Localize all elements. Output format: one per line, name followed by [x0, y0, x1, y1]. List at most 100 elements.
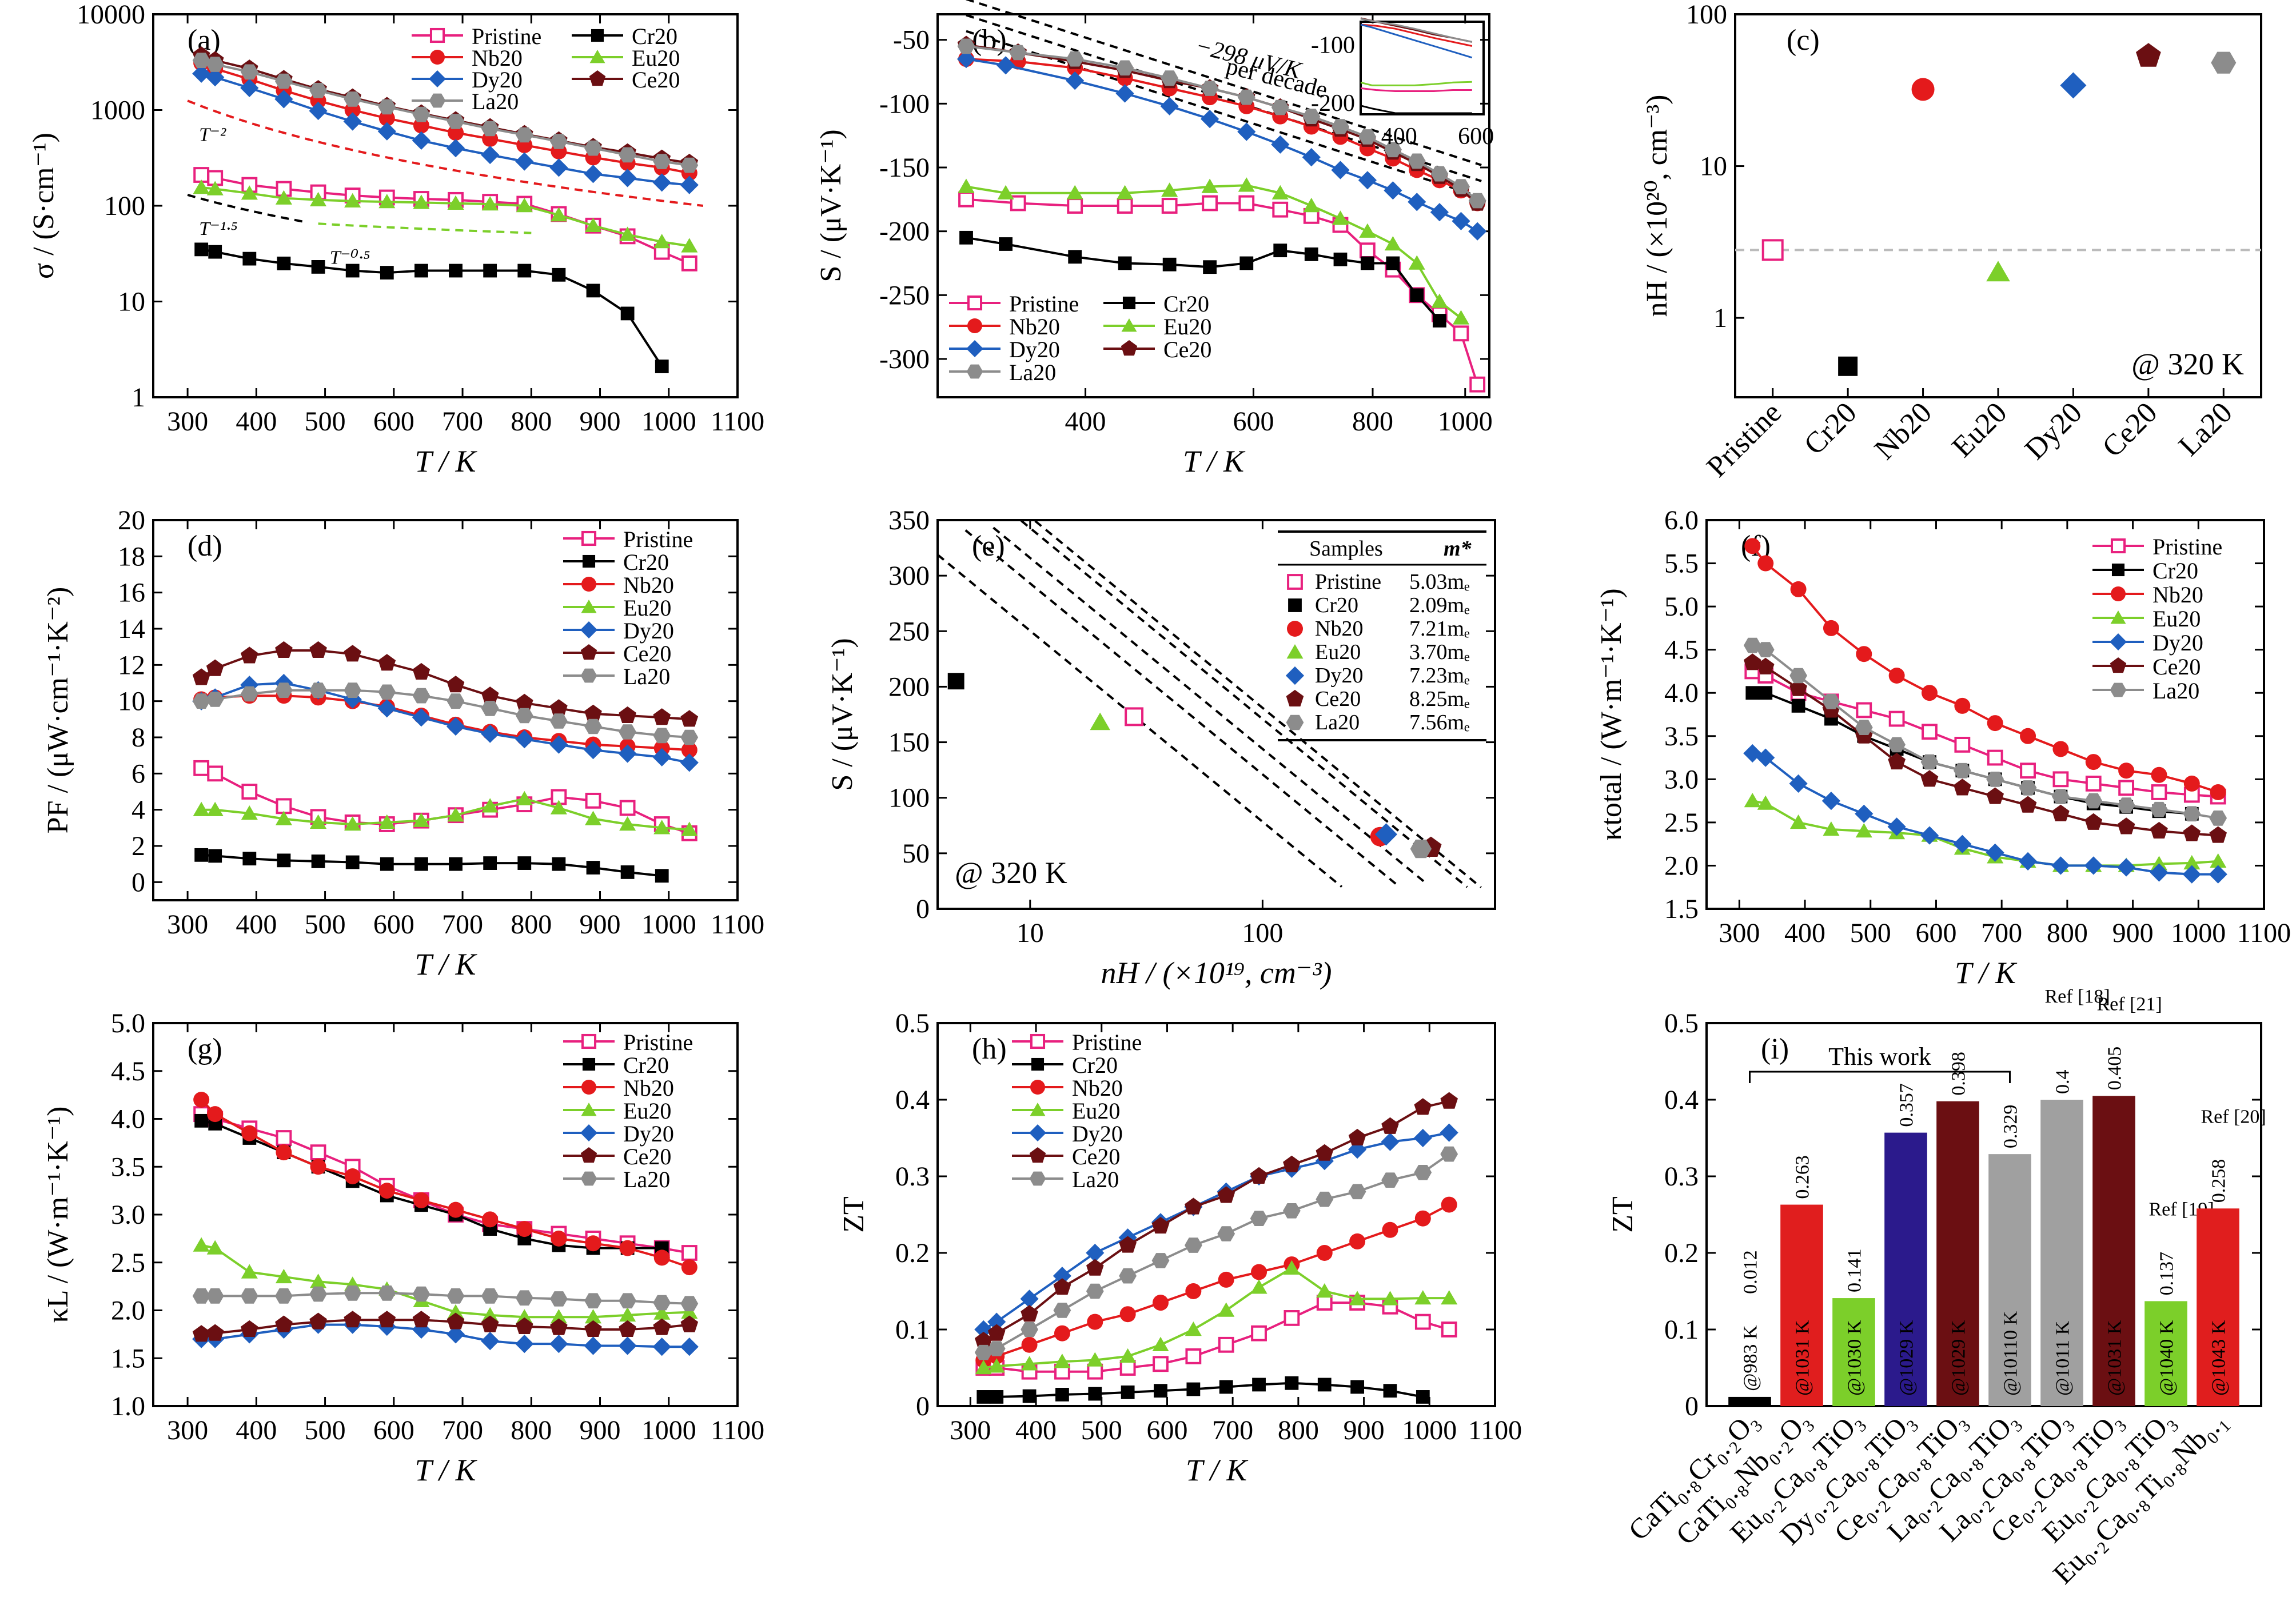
data-point	[1218, 1302, 1235, 1317]
ref-label: Ref [20]	[2201, 1106, 2266, 1127]
data-point	[1302, 109, 1321, 124]
series-line	[1752, 800, 2218, 867]
data-point	[584, 741, 603, 760]
x-tick-label: 1100	[711, 1415, 764, 1446]
data-point	[1911, 78, 1935, 101]
data-point	[1252, 1378, 1266, 1392]
data-point	[412, 106, 431, 122]
inset-x-tick: 600	[1458, 123, 1494, 150]
x-tick-label: 600	[373, 909, 414, 940]
y-tick-label: 0.2	[895, 1238, 930, 1268]
table-header: Samples	[1309, 537, 1383, 561]
y-tick-label: 3.5	[1664, 721, 1699, 752]
bar	[1884, 1132, 1927, 1406]
data-point	[618, 1336, 637, 1355]
data-point	[1053, 1267, 1071, 1285]
pisarenko-curve	[992, 526, 1426, 884]
y-tick-label: 0.1	[1664, 1315, 1699, 1345]
x-tick-label: 600	[1146, 1415, 1187, 1446]
data-point	[1414, 1098, 1432, 1115]
data-point	[310, 191, 327, 206]
data-point	[377, 699, 396, 718]
data-point	[1856, 702, 1872, 718]
series-line	[983, 1100, 1450, 1342]
x-tick-label: 300	[167, 406, 208, 437]
y-tick-label: 8	[131, 722, 145, 753]
data-point	[619, 147, 636, 163]
data-point	[1090, 712, 1110, 730]
data-point	[1119, 1306, 1136, 1323]
data-point	[1185, 1348, 1202, 1364]
x-tick-label: 500	[305, 1415, 346, 1446]
data-point	[550, 1318, 568, 1335]
y-tick-label: 200	[888, 672, 930, 702]
data-point	[193, 760, 210, 776]
data-point	[2052, 804, 2070, 821]
y-tick-label: -50	[893, 25, 930, 55]
y-tick-label: 2.5	[111, 1248, 145, 1278]
legend-label: Nb20	[1072, 1075, 1123, 1101]
data-point	[1789, 679, 1807, 696]
data-point	[1987, 715, 2003, 732]
data-point	[481, 686, 499, 704]
data-point	[343, 112, 362, 131]
legend-marker	[580, 1124, 597, 1141]
data-point	[1410, 288, 1424, 302]
data-point	[1020, 1289, 1039, 1308]
bar-value-label: 0.4	[2052, 1070, 2074, 1095]
x-tick-label: 600	[1233, 406, 1274, 437]
y-tick-label: 1	[1713, 303, 1727, 333]
bar	[1728, 1396, 1771, 1406]
legend-marker	[1286, 714, 1304, 730]
legend-marker	[1029, 1147, 1046, 1163]
legend-marker	[429, 70, 446, 87]
series-La20	[974, 1146, 1458, 1360]
legend-marker	[1288, 598, 1302, 612]
data-point	[413, 812, 430, 827]
data-point	[550, 699, 568, 716]
legend-label: Eu20	[1163, 314, 1211, 340]
data-point	[1440, 1123, 1458, 1142]
series-La20	[192, 682, 699, 745]
data-point	[1756, 642, 1775, 657]
data-point	[1414, 1165, 1432, 1180]
table-header: m*	[1444, 537, 1472, 561]
data-point	[412, 1286, 431, 1302]
series-line	[966, 58, 1478, 233]
data-point	[1855, 804, 1874, 823]
x-tick-label: 500	[1850, 918, 1891, 948]
panel-a: 300 400 500 600 700 800 900 1000 1100 1 10 100 1000 1…	[27, 0, 764, 478]
legend-marker	[1286, 644, 1304, 659]
series-La20	[192, 53, 699, 173]
y-tick-label: 0.2	[1664, 1238, 1699, 1268]
y-tick-label: 18	[118, 541, 145, 572]
data-point	[1021, 1305, 1038, 1322]
legend-label: Eu20	[623, 595, 671, 621]
data-point	[516, 1221, 533, 1237]
series-line	[201, 248, 663, 368]
bar	[2197, 1208, 2239, 1406]
legend-marker	[429, 93, 446, 108]
data-point	[1888, 737, 1906, 753]
y-tick-label: 2.5	[1664, 808, 1699, 838]
y-axis-title: ZT	[1607, 1196, 1639, 1233]
data-point	[1251, 1325, 1267, 1341]
data-point	[1453, 325, 1469, 342]
data-point	[194, 848, 209, 862]
bar-value-label: 0.137	[2157, 1252, 2178, 1296]
data-point	[193, 801, 210, 816]
x-tick-label: 900	[2112, 918, 2154, 948]
legend-label: Eu20	[623, 1098, 671, 1124]
panel-h: 300 400 500 600 700 800 900 1000 1100 0 0.1 0.2 0.3 0…	[838, 1008, 1522, 1487]
data-point	[1022, 1389, 1037, 1403]
data-point	[585, 1235, 601, 1252]
data-point	[1416, 1390, 1430, 1404]
bar-value-label: 0.141	[1844, 1249, 1866, 1293]
inset-y-tick: -200	[1311, 90, 1355, 117]
legend-label: Ce20	[1315, 687, 1361, 711]
data-point	[275, 682, 293, 698]
data-point	[481, 1332, 500, 1351]
data-point	[207, 1106, 224, 1123]
data-point	[956, 50, 976, 69]
data-point	[446, 1325, 465, 1344]
